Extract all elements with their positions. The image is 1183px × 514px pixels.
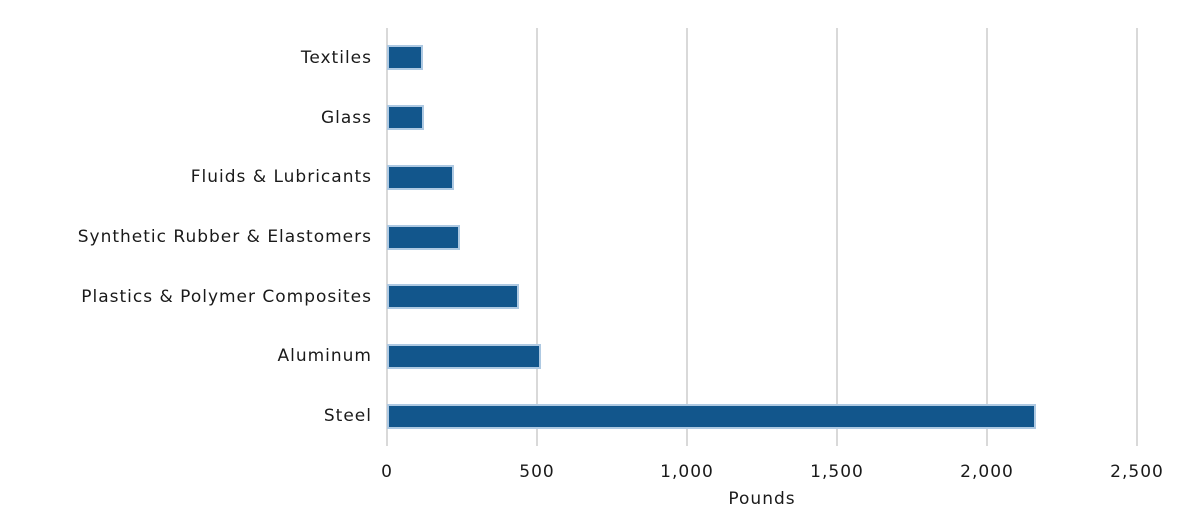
gridline <box>836 28 838 446</box>
bar-textiles <box>387 45 423 71</box>
bar-glass <box>387 105 424 131</box>
plot-area <box>386 28 1160 446</box>
category-label: Glass <box>320 107 372 128</box>
category-label-row: Textiles <box>0 28 372 88</box>
category-label-row: Aluminum <box>0 327 372 387</box>
gridline <box>1136 28 1138 446</box>
category-label: Plastics & Polymer Composites <box>81 286 372 307</box>
bar-steel <box>387 403 1036 429</box>
category-label-row: Plastics & Polymer Composites <box>0 267 372 327</box>
category-label: Aluminum <box>277 346 372 367</box>
gridline <box>536 28 538 446</box>
x-tick-label: 0 <box>381 462 393 482</box>
bar-plastics-polymer-composites <box>387 284 519 310</box>
category-label-row: Fluids & Lubricants <box>0 147 372 207</box>
gridline <box>686 28 688 446</box>
category-label: Synthetic Rubber & Elastomers <box>77 226 372 247</box>
category-label: Steel <box>323 406 372 427</box>
category-label: Textiles <box>300 47 372 68</box>
x-tick-label: 500 <box>519 462 555 482</box>
x-tick-label: 2,500 <box>1110 462 1164 482</box>
bar-aluminum <box>387 343 541 369</box>
category-label-row: Synthetic Rubber & Elastomers <box>0 207 372 267</box>
category-label-row: Glass <box>0 88 372 148</box>
category-label: Fluids & Lubricants <box>190 167 372 188</box>
bar-synthetic-rubber-elastomers <box>387 224 460 250</box>
x-tick-label: 1,500 <box>810 462 864 482</box>
category-labels: Textiles Glass Fluids & Lubricants Syntheti… <box>0 28 372 446</box>
x-tick-label: 1,000 <box>660 462 714 482</box>
x-axis-title: Pounds <box>728 489 796 509</box>
category-label-row: Steel <box>0 386 372 446</box>
x-tick-label: 2,000 <box>960 462 1014 482</box>
gridline <box>986 28 988 446</box>
bar-fluids-lubricants <box>387 164 454 190</box>
